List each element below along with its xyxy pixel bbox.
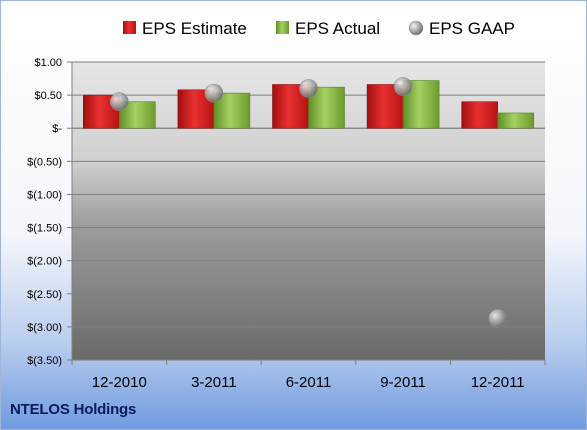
x-tick-label: 9-2011 [380, 374, 426, 391]
y-tick-label: $(1.00) [27, 189, 62, 201]
legend: EPS Estimate EPS Actual EPS GAAP [123, 19, 515, 38]
legend-eps-actual: EPS Actual [276, 19, 380, 38]
eps-gaap-marker [488, 308, 508, 328]
legend-label: EPS GAAP [429, 19, 515, 38]
legend-label: EPS Estimate [142, 19, 247, 38]
plot-area: $1.00 $0.50 $- $(0.50) $(1.00) $(1.50) $(2.00)… [27, 57, 546, 391]
y-tick-label: $(3.00) [27, 322, 62, 334]
y-tick-label: $(1.50) [27, 223, 62, 235]
y-tick-label: $(0.50) [27, 156, 62, 168]
legend-swatch [408, 20, 424, 36]
legend-label: EPS Actual [295, 19, 380, 38]
x-tick-label: 3-2011 [191, 374, 237, 391]
x-tick-label: 6-2011 [286, 374, 332, 391]
legend-swatch [276, 21, 289, 34]
y-tick-label: $(2.50) [27, 289, 62, 301]
x-tick-label: 12-2010 [92, 374, 147, 391]
x-tick-label: 12-2011 [471, 374, 525, 391]
eps-gaap-marker [299, 79, 318, 98]
legend-eps-gaap: EPS GAAP [408, 19, 515, 38]
legend-eps-estimate: EPS Estimate [123, 19, 247, 38]
eps-estimate-bar [461, 101, 499, 129]
y-tick-label: $(2.00) [27, 256, 62, 268]
company-label: NTELOS Holdings [10, 401, 137, 418]
y-tick-label: $0.50 [34, 90, 62, 102]
legend-swatch [123, 21, 136, 34]
y-tick-label: $1.00 [34, 57, 62, 69]
y-tick-label: $- [52, 123, 62, 135]
eps-gaap-marker [204, 83, 224, 103]
y-tick-label: $(3.50) [27, 355, 62, 367]
eps-actual-bar [497, 112, 535, 129]
eps-gaap-marker [393, 77, 413, 96]
eps-gaap-marker [110, 92, 129, 112]
